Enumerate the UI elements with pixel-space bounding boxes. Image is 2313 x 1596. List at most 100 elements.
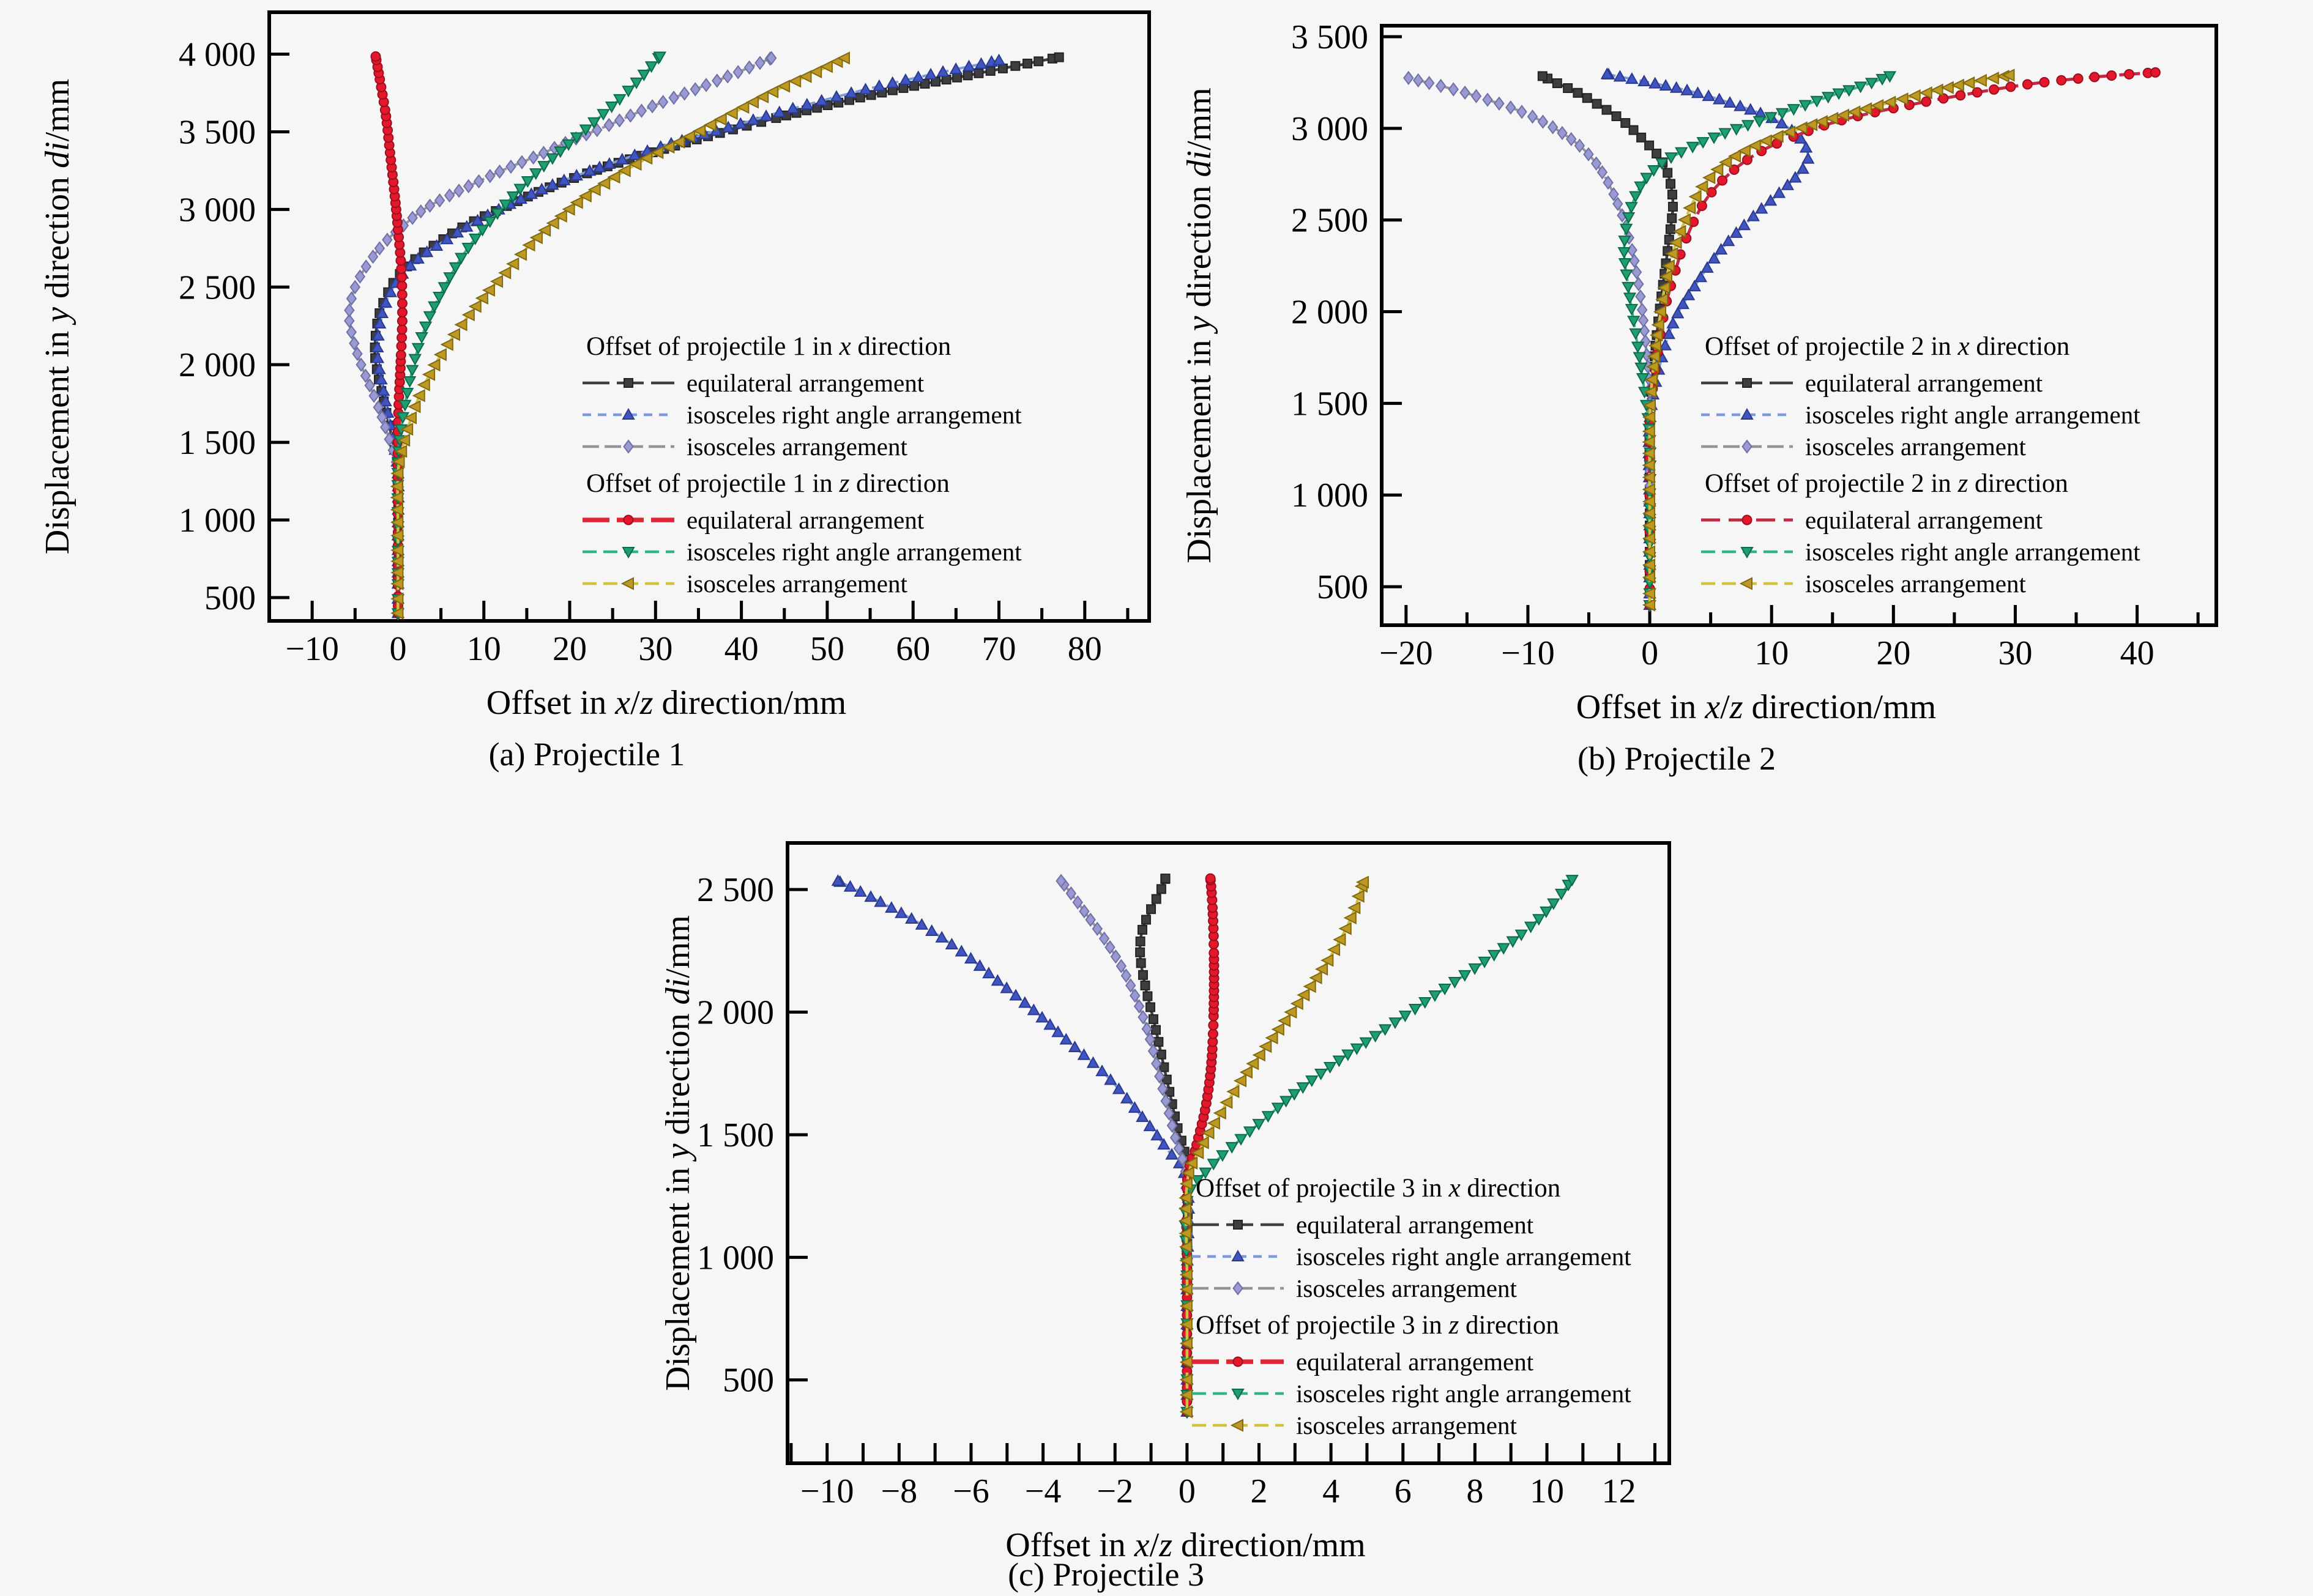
square-marker (1601, 105, 1612, 115)
square-marker (963, 70, 973, 81)
square-marker (1663, 168, 1673, 178)
triangle-up-marker (440, 232, 454, 245)
circle-marker (2022, 79, 2033, 90)
triangle-up-marker (912, 70, 925, 83)
triangle-down-marker (1617, 247, 1631, 259)
triangle-up-marker (1729, 226, 1743, 238)
square-marker (1142, 991, 1153, 1001)
triangle-down-marker (1487, 949, 1501, 962)
legend-item-label: equilateral arrangement (1296, 1211, 1534, 1239)
triangle-left-marker (1847, 105, 1861, 119)
square-marker (1140, 980, 1150, 990)
triangle-up-marker (955, 945, 969, 957)
diamond-marker (434, 193, 445, 208)
triangle-up-marker (375, 306, 389, 319)
triangle-left-marker (1191, 1146, 1204, 1159)
triangle-up-marker (1051, 1025, 1065, 1037)
triangle-left-marker (1233, 1074, 1247, 1088)
legend-group-header: Offset of projectile 3 in z direction (1196, 1311, 1559, 1340)
triangle-down-marker (1619, 223, 1633, 236)
series-iso_z-markers (1178, 875, 1369, 1419)
diamond-marker (354, 269, 366, 284)
square-marker (997, 63, 1008, 73)
triangle-left-marker (390, 606, 404, 620)
triangle-up-marker (1077, 1048, 1091, 1060)
y-axis-label: Displacement in y direction di/mm (1180, 87, 1218, 563)
triangle-left-marker (1940, 81, 1954, 94)
triangle-up-marker (1671, 306, 1685, 319)
diamond-marker (754, 56, 765, 70)
legend-item-label: isosceles arrangement (1296, 1274, 1517, 1302)
triangle-up-marker (1746, 209, 1760, 221)
triangle-left-marker (1178, 1214, 1192, 1228)
triangle-left-marker (1347, 901, 1361, 915)
triangle-down-marker (1314, 1068, 1328, 1080)
diamond-marker (1448, 82, 1459, 97)
y-tick-label: 3 000 (179, 191, 256, 229)
x-tick-label: 2 (1250, 1472, 1267, 1510)
triangle-left-marker (1213, 1106, 1226, 1120)
triangle-left-marker (1320, 954, 1334, 967)
triangle-down-marker (408, 354, 422, 366)
triangle-left-marker (1642, 399, 1656, 412)
y-tick-label: 1 000 (179, 502, 256, 540)
triangle-down-marker (1618, 258, 1632, 270)
triangle-down-marker (1853, 81, 1868, 94)
triangle-down-marker (1350, 1043, 1364, 1055)
legend-item-eq_x: equilateral arrangement (1701, 369, 2043, 397)
x-axis-label: Offset in x/z direction/mm (1576, 688, 1936, 726)
triangle-down-marker (653, 51, 667, 64)
triangle-up-marker (854, 885, 867, 897)
legend-item-irt_x: isosceles right angle arrangement (583, 401, 1022, 429)
triangle-down-marker (1287, 1089, 1301, 1101)
diamond-marker (1173, 1141, 1185, 1156)
triangle-up-marker (379, 296, 393, 308)
triangle-left-marker (597, 177, 611, 190)
triangle-up-marker (844, 86, 858, 98)
legend-item-eq_x: equilateral arrangement (583, 369, 925, 397)
triangle-left-marker (1277, 1014, 1291, 1028)
triangle-up-marker (843, 880, 857, 892)
square-marker (1156, 1049, 1166, 1060)
x-tick-label: −20 (1379, 634, 1433, 672)
triangle-up-marker (1165, 1148, 1179, 1160)
x-tick-label: 10 (1754, 634, 1789, 672)
triangle-up-marker (1600, 67, 1614, 80)
plot-frame (1380, 24, 2218, 627)
triangle-down-marker (1305, 1075, 1319, 1088)
diamond-legend-marker (623, 439, 634, 454)
series-iso_x (1056, 874, 1194, 1419)
triangle-left-marker (1642, 507, 1656, 520)
triangle-left-marker (1919, 86, 1932, 100)
triangle-up-marker (1702, 89, 1715, 102)
triangle-up-marker (373, 362, 386, 374)
triangle-left-marker (1659, 270, 1672, 283)
triangle-down-marker (1378, 1024, 1392, 1036)
triangle-down-marker (449, 262, 463, 274)
triangle-down-marker (433, 291, 446, 304)
triangle-down-marker (1448, 976, 1462, 989)
square-marker (974, 68, 984, 78)
legend-item-label: isosceles arrangement (1805, 570, 2026, 598)
x-tick-label: 30 (1998, 634, 2032, 672)
triangle-down-marker (398, 399, 412, 412)
triangle-left-marker (546, 217, 559, 230)
triangle-left-marker (394, 445, 408, 458)
triangle-left-marker (836, 51, 850, 65)
y-tick-label: 1 500 (697, 1116, 774, 1154)
legend-item-iso_x: isosceles arrangement (583, 432, 907, 461)
triangle-down-marker (1620, 269, 1633, 281)
y-axis-label: Displacement in y direction di/mm (659, 915, 697, 1391)
triangle-left-marker (1179, 1337, 1193, 1350)
triangle-left-marker (1642, 532, 1656, 545)
triangle-up-marker (535, 182, 549, 195)
diamond-marker (1079, 904, 1090, 919)
triangle-down-marker (587, 117, 601, 129)
triangle-left-marker (1179, 1240, 1193, 1253)
triangle-down-marker (622, 86, 635, 98)
triangle-left-marker (1201, 1126, 1215, 1140)
triangle-down-marker (521, 176, 535, 188)
triangle-left-marker (1642, 410, 1656, 424)
triangle-down-marker (400, 387, 414, 399)
